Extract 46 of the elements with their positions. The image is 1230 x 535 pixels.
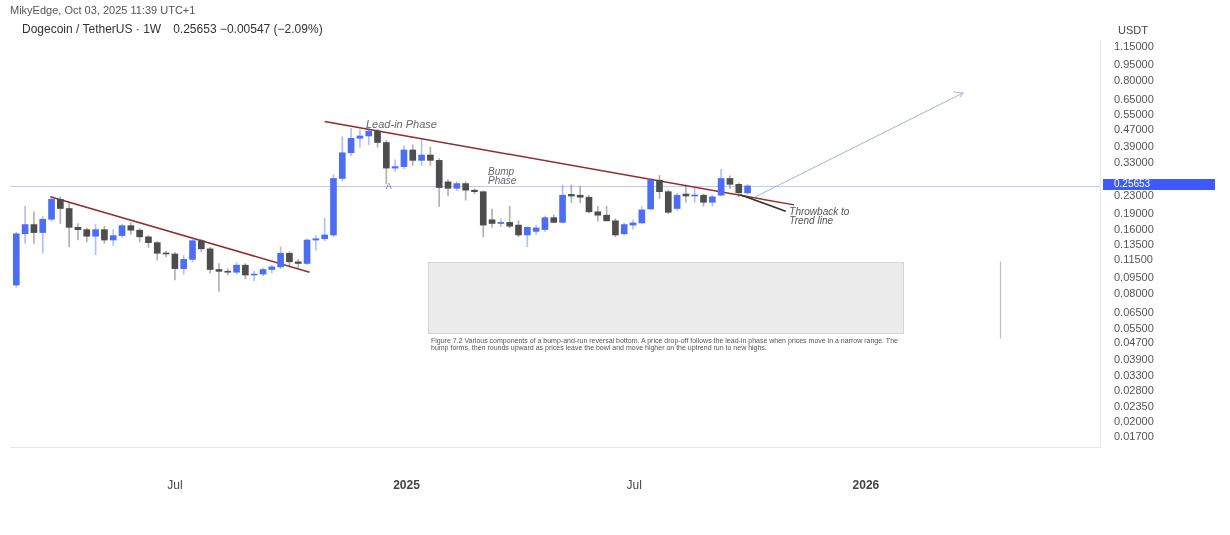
candlestick	[356, 129, 364, 148]
y-tick-label: 0.39000	[1114, 140, 1154, 153]
chart-subtitle: 0.25653 −0.00547 (−2.09%)	[173, 22, 323, 36]
candlestick	[576, 186, 584, 204]
candlestick	[30, 211, 38, 244]
candlestick	[506, 205, 514, 229]
y-tick-label: 0.19000	[1114, 206, 1154, 219]
candlestick	[312, 235, 320, 251]
y-tick-label: 0.06500	[1114, 306, 1154, 319]
chart-title: Dogecoin / TetherUS · 1W	[22, 22, 162, 36]
x-tick-label: 2026	[852, 477, 880, 492]
annotation: Bump Phase	[488, 166, 518, 186]
y-tick-label: 0.08000	[1114, 286, 1154, 299]
annotation: A	[385, 180, 392, 191]
text: MikyEdge, Oct 03, 2025 11:39 UTC+1	[10, 4, 196, 16]
y-tick-label: 0.03300	[1114, 368, 1154, 381]
y-tick-label: 0.33000	[1114, 155, 1154, 168]
annotation: Throwback to Trend line	[789, 206, 850, 227]
candlestick	[215, 263, 223, 292]
candlestick	[74, 223, 82, 241]
y-tick-label: 0.65000	[1114, 92, 1154, 105]
candlestick	[497, 218, 505, 228]
y-tick-label: 0.02350	[1114, 400, 1154, 413]
x-tick-label: 2025	[393, 477, 421, 492]
y-tick-label: 0.11500	[1114, 253, 1153, 266]
y-tick-label: 0.95000	[1114, 57, 1154, 70]
y-tick-label: 0.04700	[1114, 336, 1154, 349]
y-tick-label: 0.02000	[1114, 415, 1154, 428]
y-tick-label: 1.15000	[1114, 40, 1154, 53]
y-tick-label: 0.16000	[1114, 222, 1154, 235]
y-axis-title: USDT	[1118, 24, 1148, 36]
y-tick-label: 0.01700	[1114, 430, 1154, 443]
ref-line-label: 0.25653	[1114, 178, 1151, 190]
y-tick-label: 0.03900	[1114, 353, 1154, 366]
y-tick-label: 0.47000	[1114, 122, 1154, 135]
y-tick-label: 0.23000	[1114, 189, 1154, 202]
x-tick-label: Jul	[167, 477, 183, 492]
annotation: Lead-in Phase	[366, 118, 437, 130]
x-tick-label: Jul	[626, 477, 642, 492]
y-tick-label: 0.55000	[1114, 108, 1154, 121]
y-tick-label: 0.05500	[1114, 321, 1154, 334]
y-tick-label: 0.09500	[1114, 270, 1154, 283]
y-tick-label: 0.13500	[1114, 238, 1154, 251]
candlestick	[294, 259, 302, 269]
y-tick-label: 0.80000	[1114, 73, 1154, 86]
y-tick-label: 0.02800	[1114, 384, 1154, 397]
